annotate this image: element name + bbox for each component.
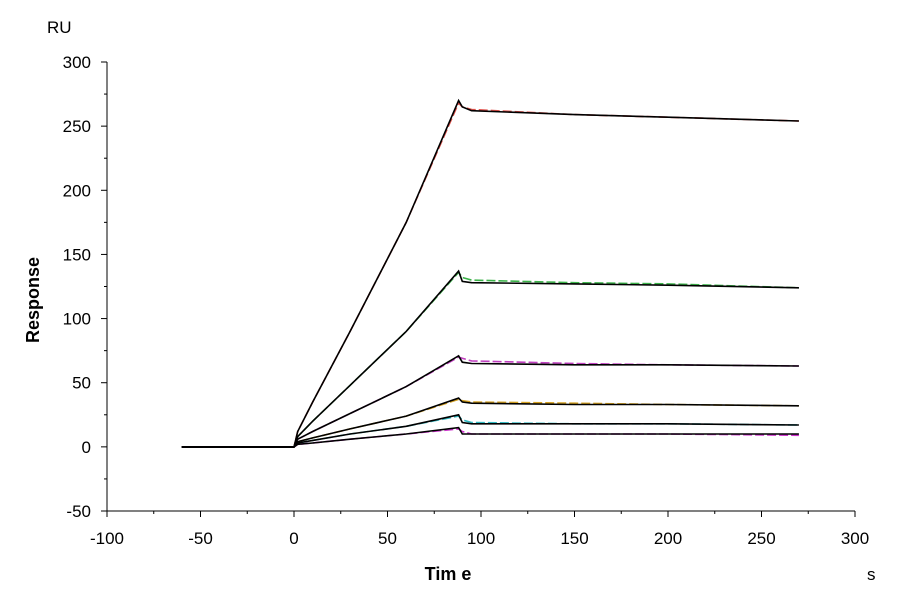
x-unit-label: s bbox=[867, 565, 876, 584]
y-ticks: -50 0 50 100 150 200 250 300 bbox=[63, 53, 107, 521]
x-tick-label: 300 bbox=[841, 529, 869, 548]
x-tick-label: -100 bbox=[90, 529, 124, 548]
y-tick-label: -50 bbox=[66, 502, 91, 521]
fit-curve-5 bbox=[181, 413, 799, 448]
fit-layer bbox=[181, 98, 799, 448]
y-tick-label: 100 bbox=[63, 310, 91, 329]
y-tick-label: 0 bbox=[82, 438, 91, 457]
fit-curve-1 bbox=[181, 98, 799, 448]
x-tick-label: 100 bbox=[467, 529, 495, 548]
fit-curve-6 bbox=[181, 426, 799, 448]
x-tick-label: 150 bbox=[560, 529, 588, 548]
x-axis-title: Tim e bbox=[425, 564, 472, 584]
y-unit-label: RU bbox=[47, 18, 72, 37]
response-curve-6 bbox=[181, 428, 799, 448]
response-curve-1 bbox=[181, 101, 799, 448]
y-tick-label: 150 bbox=[63, 245, 91, 264]
fit-curve-2 bbox=[181, 269, 799, 448]
y-axis-title: Response bbox=[23, 257, 43, 343]
x-tick-label: 250 bbox=[747, 529, 775, 548]
x-tick-label: -50 bbox=[188, 529, 213, 548]
y-tick-label: 300 bbox=[63, 53, 91, 72]
fit-curve-3 bbox=[181, 354, 799, 448]
series-layer bbox=[181, 101, 799, 448]
x-tick-label: 200 bbox=[654, 529, 682, 548]
response-curve-5 bbox=[181, 415, 799, 448]
y-tick-label: 200 bbox=[63, 181, 91, 200]
y-tick-label: 50 bbox=[72, 374, 91, 393]
x-tick-label: 0 bbox=[289, 529, 298, 548]
response-curve-2 bbox=[181, 271, 799, 448]
x-tick-label: 50 bbox=[378, 529, 397, 548]
x-ticks: -100 -50 0 50 100 150 200 250 300 bbox=[90, 511, 869, 548]
y-tick-label: 250 bbox=[63, 117, 91, 136]
